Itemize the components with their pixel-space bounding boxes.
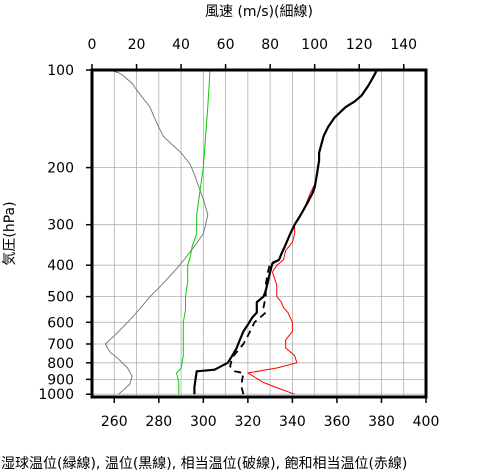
left-tick-label: 800 [47,356,74,372]
top-tick-label: 100 [301,37,328,53]
series-layer [103,69,378,395]
equivalent-potential-temperature-line [229,69,378,395]
ticks: 260 280 300 320 340 360 380 400 0 20 40 60 80 100 120 1… [38,37,439,430]
left-tick-label: 500 [47,290,74,306]
top-tick-label: 80 [261,37,279,53]
bottom-tick-label: 300 [190,414,217,430]
bottom-caption: 湿球温位(緑線), 温位(黒線), 相当温位(破線), 飽和相当温位(赤線) [1,455,407,472]
bottom-tick-label: 380 [368,414,395,430]
left-tick-label: 700 [47,337,74,353]
top-tick-label: 120 [346,37,373,53]
bottom-tick-label: 320 [234,414,261,430]
left-axis-label: 気圧(hPa) [2,201,18,265]
left-tick-label: 1000 [38,387,74,403]
plot-frame [90,68,428,399]
grid [91,69,427,397]
top-tick-label: 60 [217,37,235,53]
top-tick-label: 40 [172,37,190,53]
left-tick-label: 600 [47,315,74,331]
top-tick-label: 140 [390,37,417,53]
bottom-tick-label: 400 [413,414,440,430]
bottom-tick-label: 260 [101,414,128,430]
saturated-equivalent-potential-temperature-line [247,69,378,395]
wet-bulb-potential-temperature-line [176,69,211,395]
top-tick-label: 0 [88,37,97,53]
potential-temperature-line [193,69,378,395]
left-tick-label: 300 [47,218,74,234]
bottom-tick-label: 340 [279,414,306,430]
top-tick-label: 20 [128,37,146,53]
bottom-tick-label: 360 [324,414,351,430]
top-axis-label: 風速 (m/s)(細線) [205,4,313,20]
bottom-tick-label: 280 [145,414,172,430]
wind-speed-line [103,69,209,395]
left-tick-label: 400 [47,258,74,274]
left-tick-label: 200 [47,161,74,177]
left-tick-label: 900 [47,372,74,388]
left-tick-label: 100 [47,63,74,79]
